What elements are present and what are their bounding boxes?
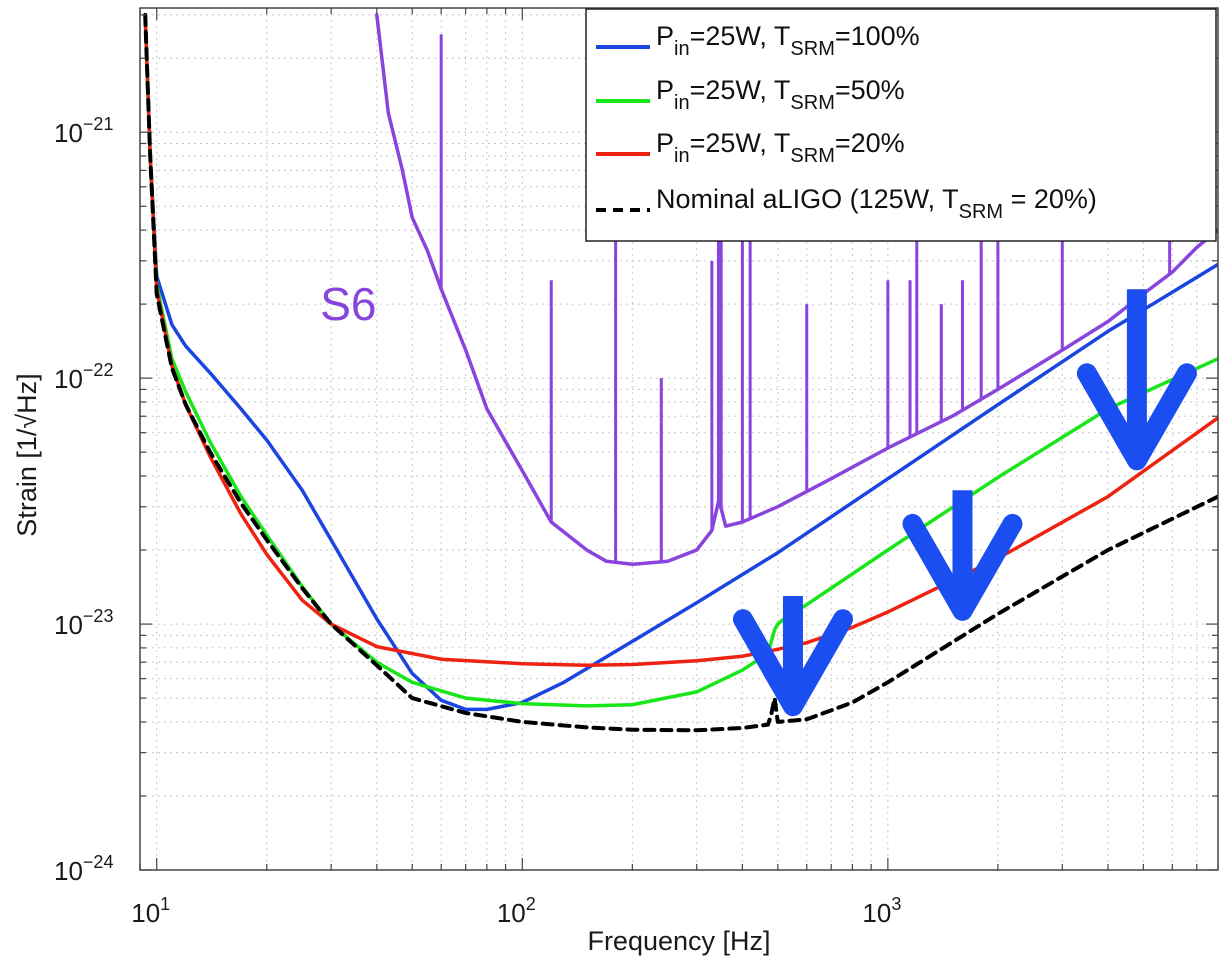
arrow-layer: [732, 289, 1197, 717]
series-line: [143, 12, 1218, 733]
series-line: [143, 13, 1218, 668]
legend-entry: Pin=25W, TSRM=50%: [656, 75, 905, 114]
text-segment: 2: [526, 894, 536, 914]
text-segment: SRM: [790, 145, 834, 167]
text-segment: =20%: [835, 128, 905, 158]
text-segment: in: [674, 38, 690, 60]
y-tick-label: 10−21: [54, 114, 113, 148]
legend-entry: Nominal aLIGO (125W, TSRM = 20%): [656, 184, 1097, 223]
text-segment: =25W, T: [690, 128, 791, 158]
text-segment: 10: [131, 898, 160, 928]
text-segment: 10: [862, 898, 891, 928]
y-tick-label: 10−24: [54, 852, 113, 886]
text-segment: = 20%): [1003, 184, 1097, 214]
text-segment: −24: [83, 852, 114, 872]
text-segment: =25W, T: [690, 21, 791, 51]
text-segment: 10: [54, 364, 83, 394]
text-segment: 10: [54, 118, 83, 148]
text-segment: SRM: [790, 92, 834, 114]
text-segment: P: [656, 75, 674, 105]
text-segment: =50%: [835, 75, 905, 105]
s6-label: S6: [320, 278, 376, 330]
text-segment: SRM: [959, 201, 1003, 223]
text-segment: 1: [160, 894, 170, 914]
arrow-head: [732, 609, 853, 717]
plot-frame: [139, 7, 1219, 871]
text-segment: P: [656, 21, 674, 51]
text-segment: in: [674, 145, 690, 167]
text-segment: =100%: [835, 21, 920, 51]
text-segment: Nominal aLIGO (125W, T: [656, 184, 959, 214]
legend: Pin=25W, TSRM=100%Pin=25W, TSRM=50%Pin=2…: [585, 8, 1217, 242]
annotation-layer: S6: [320, 278, 376, 330]
series-line: [375, 13, 1218, 567]
y-tick-label: 10−23: [54, 606, 113, 640]
text-segment: SRM: [790, 38, 834, 60]
text-segment: P: [656, 128, 674, 158]
y-axis-label: Strain [1/√Hz]: [12, 373, 42, 536]
legend-entry: Pin=25W, TSRM=20%: [656, 128, 905, 167]
text-segment: in: [674, 92, 690, 114]
text-segment: 10: [54, 856, 83, 886]
y-tick-label: 10−22: [54, 360, 113, 394]
text-segment: −22: [83, 360, 114, 380]
legend-entry: Pin=25W, TSRM=100%: [656, 21, 920, 60]
text-segment: 3: [891, 894, 901, 914]
text-segment: −23: [83, 606, 114, 626]
text-segment: 10: [497, 898, 526, 928]
legend-box: [585, 8, 1217, 242]
x-tick-label: 103: [862, 894, 901, 928]
x-axis-label: Frequency [Hz]: [587, 926, 770, 956]
text-segment: =25W, T: [690, 75, 791, 105]
x-tick-label: 101: [131, 894, 170, 928]
x-tick-label: 102: [497, 894, 536, 928]
text-segment: −21: [83, 114, 114, 134]
arrow-head: [1076, 363, 1197, 471]
arrow-head: [902, 513, 1023, 621]
text-segment: 10: [54, 610, 83, 640]
